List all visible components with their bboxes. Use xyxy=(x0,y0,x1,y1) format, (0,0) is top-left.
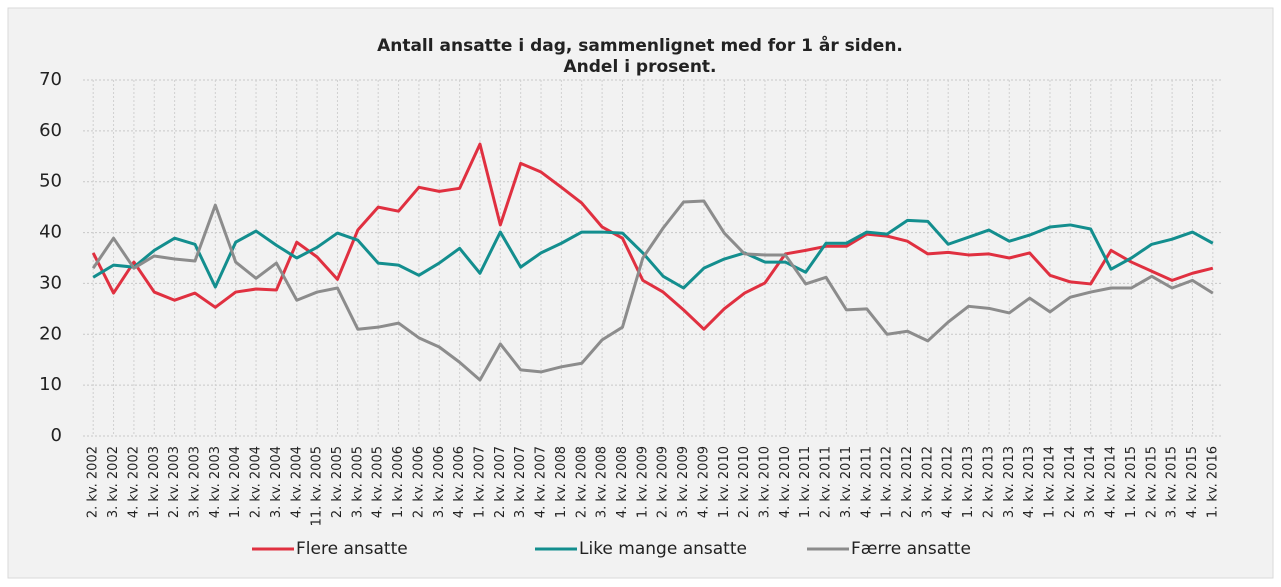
x-tick-label: 1. kv. 2008 xyxy=(554,446,569,518)
chart-title: Antall ansatte i dag, sammenlignet med f… xyxy=(377,34,903,56)
x-tick-label: 3. kv. 2014 xyxy=(1083,446,1098,518)
x-tick-label: 2. kv. 2010 xyxy=(737,446,752,518)
x-tick-label: 4. kv. 2002 xyxy=(126,446,141,518)
x-tick-label: 1. kv. 2013 xyxy=(961,446,976,518)
x-tick-label: 4. kv. 2007 xyxy=(534,446,549,518)
x-tick-label: 2. kv. 2006 xyxy=(411,446,426,518)
x-tick-label: 3. kv. 2015 xyxy=(1165,446,1180,518)
y-tick-label: 70 xyxy=(39,69,62,90)
x-tick-label: 11. kv. 2005 xyxy=(310,446,325,526)
x-tick-label: 2. kv. 2015 xyxy=(1144,446,1159,518)
y-tick-label: 10 xyxy=(39,374,62,395)
x-tick-label: 3. kv. 2011 xyxy=(839,446,854,518)
chart-background xyxy=(7,7,1274,579)
series-line xyxy=(91,199,1214,382)
x-tick-label: 4. kv. 2010 xyxy=(778,446,793,518)
x-tick-label: 3. kv. 2010 xyxy=(757,446,772,518)
x-tick-label: 4. kv. 2008 xyxy=(615,446,630,518)
x-tick-label: 4. kv. 2013 xyxy=(1022,446,1037,518)
legend-label: Like mange ansatte xyxy=(579,539,747,559)
x-tick-label: 1. kv. 2010 xyxy=(717,446,732,518)
x-tick-label: 3. kv. 2003 xyxy=(187,446,202,518)
x-tick-label: 1. kv. 2012 xyxy=(880,446,895,518)
y-tick-label: 40 xyxy=(39,222,62,243)
x-tick-label: 3. kv. 2013 xyxy=(1002,446,1017,518)
x-tick-label: 2. kv. 2014 xyxy=(1063,446,1078,518)
x-tick-label: 3. kv. 2009 xyxy=(676,446,691,518)
x-tick-label: 4. kv. 2005 xyxy=(371,446,386,518)
x-tick-label: 3. kv. 2007 xyxy=(513,446,528,518)
y-tick-label: 50 xyxy=(39,171,62,192)
chart-subtitle: Andel i prosent. xyxy=(563,57,716,77)
x-tick-label: 3. kv. 2006 xyxy=(432,446,447,518)
x-tick-label: 1. kv. 2011 xyxy=(798,446,813,518)
x-tick-label: 4. kv. 2006 xyxy=(452,446,467,518)
x-tick-label: 1. kv. 2015 xyxy=(1124,446,1139,518)
series-line xyxy=(91,142,1214,331)
x-tick-label: 2. kv. 2009 xyxy=(656,446,671,518)
y-tick-label: 30 xyxy=(39,272,62,293)
x-tick-label: 4. kv. 2009 xyxy=(696,446,711,518)
x-tick-label: 3. kv. 2012 xyxy=(920,446,935,518)
x-tick-label: 4. kv. 2014 xyxy=(1104,446,1119,518)
x-tick-label: 1. kv. 2004 xyxy=(228,446,243,518)
x-tick-label: 1. kv. 2006 xyxy=(391,446,406,518)
y-tick-label: 60 xyxy=(39,120,62,141)
x-tick-label: 2. kv. 2013 xyxy=(981,446,996,518)
x-tick-label: 2. kv. 2003 xyxy=(167,446,182,518)
x-tick-label: 4. kv. 2003 xyxy=(208,446,223,518)
x-tick-label: 2. kv. 2011 xyxy=(819,446,834,518)
x-tick-label: 4. kv. 2012 xyxy=(941,446,956,518)
x-tick-label: 2. kv. 2005 xyxy=(330,446,345,518)
x-tick-label: 2. kv. 2002 xyxy=(86,446,101,518)
legend-label: Færre ansatte xyxy=(851,539,971,559)
x-tick-label: 2. kv. 2008 xyxy=(574,446,589,518)
x-tick-label: 4. kv. 2004 xyxy=(289,446,304,518)
x-tick-label: 3. kv. 2002 xyxy=(106,446,121,518)
x-tick-label: 3. kv. 2008 xyxy=(595,446,610,518)
x-tick-label: 3. kv. 2005 xyxy=(350,446,365,518)
x-tick-label: 4. kv. 2015 xyxy=(1185,446,1200,518)
x-tick-label: 1. kv. 2014 xyxy=(1042,446,1057,518)
x-tick-label: 2. kv. 2004 xyxy=(249,446,264,518)
x-tick-label: 1. kv. 2007 xyxy=(472,446,487,518)
x-tick-label: 1. kv. 2016 xyxy=(1205,446,1220,518)
y-tick-label: 20 xyxy=(39,323,62,344)
legend-label: Flere ansatte xyxy=(296,539,408,559)
y-tick-label: 0 xyxy=(51,425,62,446)
series-line xyxy=(92,218,1214,290)
x-tick-label: 4. kv. 2011 xyxy=(859,446,874,518)
x-tick-label: 2. kv. 2007 xyxy=(493,446,508,518)
x-tick-label: 3. kv. 2004 xyxy=(269,446,284,518)
x-tick-label: 1. kv. 2003 xyxy=(147,446,162,518)
x-tick-label: 1. kv. 2009 xyxy=(635,446,650,518)
x-tick-label: 2. kv. 2012 xyxy=(900,446,915,518)
